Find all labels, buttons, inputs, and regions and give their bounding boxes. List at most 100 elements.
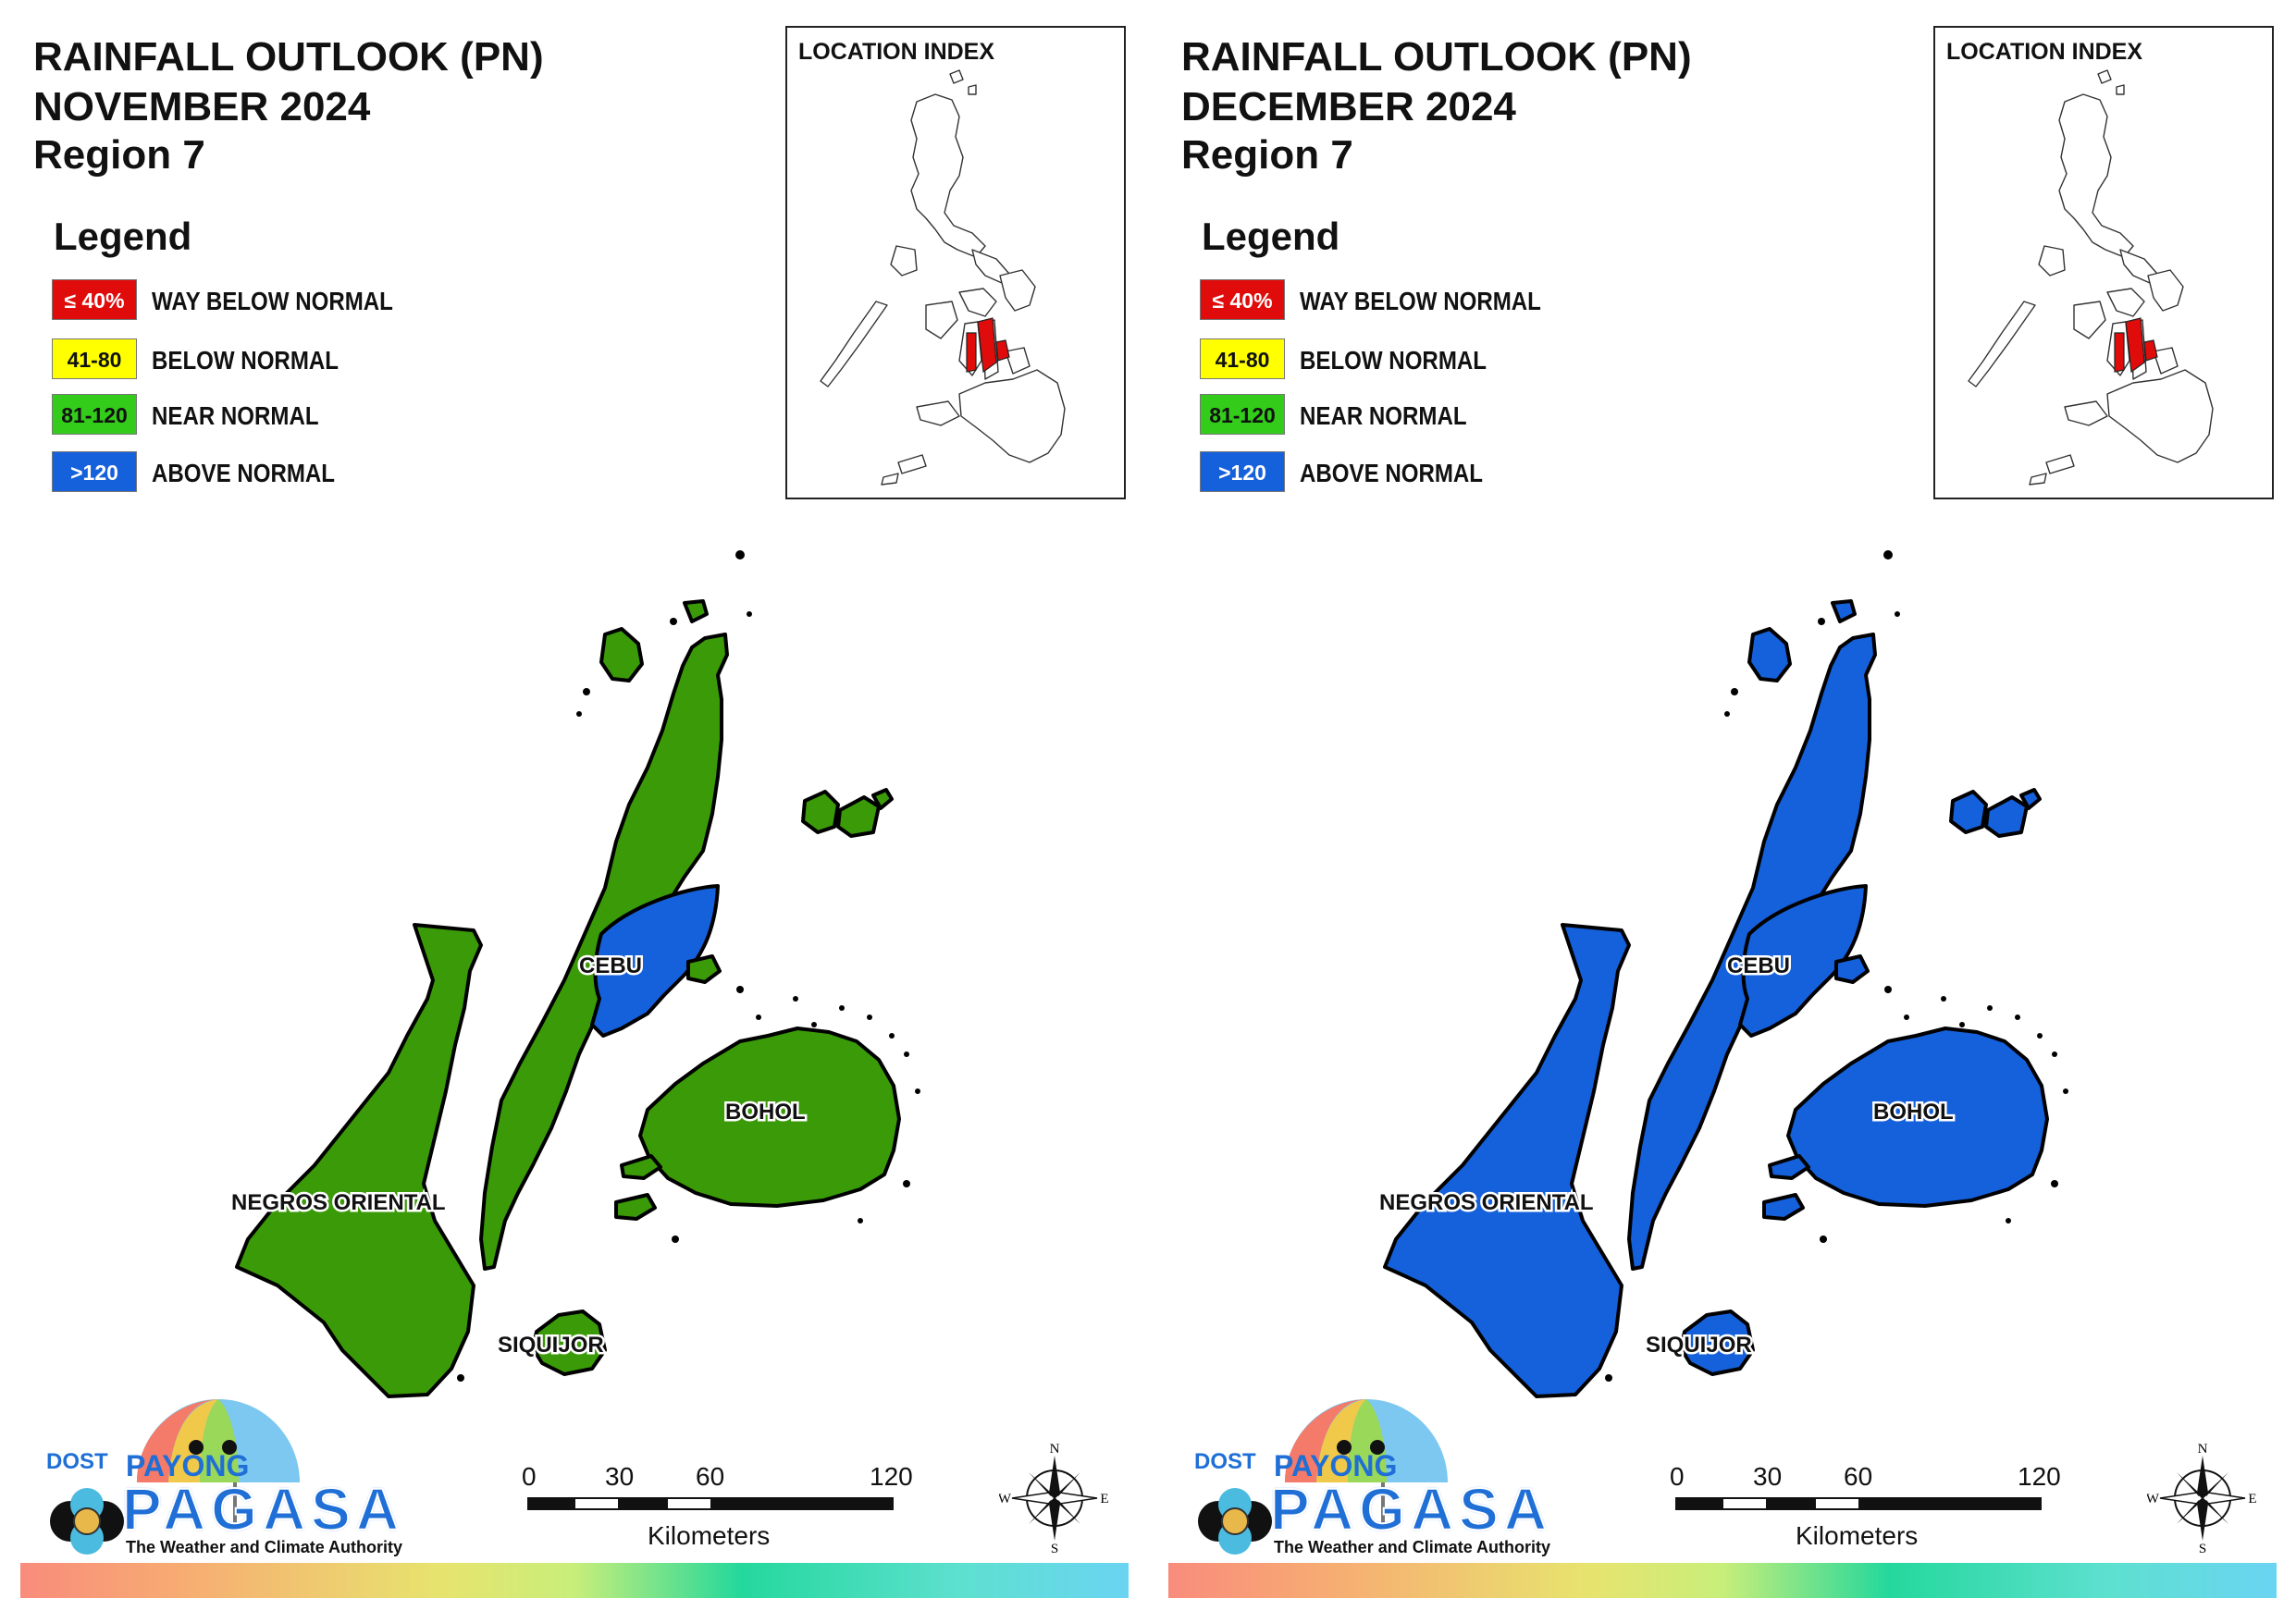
- color-strip: [20, 1563, 1129, 1598]
- north-islet: [683, 599, 709, 623]
- cebu-label: CEBU: [579, 953, 642, 978]
- negros-oriental-shape: [235, 923, 483, 1398]
- scale-tick: 0: [1670, 1462, 1685, 1491]
- compass-n: N: [1050, 1443, 1060, 1457]
- scale-tick: 120: [2018, 1462, 2061, 1491]
- legend-label: NEAR NORMAL: [152, 401, 319, 430]
- legend-label: ABOVE NORMAL: [152, 459, 336, 487]
- legend-label: BELOW NORMAL: [1300, 346, 1487, 375]
- bohol-islet: [614, 1193, 657, 1221]
- siquijor-shape: [1679, 1309, 1755, 1376]
- map-title-line1: RAINFALL OUTLOOK (PN): [33, 34, 544, 80]
- location-index-inset: LOCATION INDEX: [1933, 26, 2274, 499]
- camotes-islet: [1949, 790, 1988, 834]
- mactan-islet: [1834, 954, 1870, 984]
- negros-oriental-label: NEGROS ORIENTAL: [1379, 1190, 1594, 1215]
- camotes-islet: [871, 788, 894, 810]
- logo-pagasa-text: PAGASA: [1269, 1475, 1553, 1543]
- legend-swatch: 41-80: [52, 338, 137, 379]
- location-index-inset: LOCATION INDEX: [785, 26, 1126, 499]
- logo-tagline: The Weather and Climate Authority: [126, 1538, 403, 1556]
- cebu-east-patch: [1738, 884, 1868, 1038]
- region7-map: CEBU BOHOL NEGROS ORIENTAL SIQUIJOR: [1377, 550, 2068, 1398]
- camotes-islet: [2019, 788, 2042, 810]
- scale-segment: [712, 1497, 894, 1510]
- scale-tick: 0: [522, 1462, 537, 1491]
- legend-label: WAY BELOW NORMAL: [152, 287, 393, 315]
- map-title-region: Region 7: [1181, 132, 1353, 178]
- logo-tagline: The Weather and Climate Authority: [1274, 1538, 1551, 1556]
- siquijor-label: SIQUIJOR: [1646, 1333, 1752, 1358]
- bohol-shape: [638, 1027, 901, 1208]
- legend-swatch: 81-120: [52, 394, 137, 435]
- region7-highlight: [966, 317, 1010, 374]
- outlook-panel-december: RAINFALL OUTLOOK (PN) DECEMBER 2024 Regi…: [1148, 0, 2296, 1623]
- legend-swatch: >120: [1200, 451, 1285, 492]
- philippines-index-map: [1968, 69, 2214, 486]
- scale-segment: [1814, 1497, 1860, 1510]
- legend-title: Legend: [54, 215, 192, 258]
- pagasa-logo: DOST PAYONG PAGASA The Weather and Clima…: [33, 1392, 403, 1558]
- north-islet: [599, 627, 644, 682]
- camotes-islet: [836, 795, 881, 838]
- compass-s: S: [2199, 1542, 2206, 1554]
- camotes-islet: [1984, 795, 2029, 838]
- map-title-region: Region 7: [33, 132, 205, 178]
- color-strip: [1168, 1563, 2277, 1598]
- scale-segment: [1675, 1497, 1722, 1510]
- scattered-islets: [1605, 550, 2068, 1382]
- map-title-month: NOVEMBER 2024: [33, 84, 371, 129]
- scattered-islets: [457, 550, 920, 1382]
- scale-tick: 60: [696, 1462, 725, 1491]
- scale-segment: [1860, 1497, 2042, 1510]
- legend-label: WAY BELOW NORMAL: [1300, 287, 1541, 315]
- legend-swatch: 81-120: [1200, 394, 1285, 435]
- region7-map: CEBU BOHOL NEGROS ORIENTAL SIQUIJOR: [229, 550, 920, 1398]
- legend-label: BELOW NORMAL: [152, 346, 339, 375]
- north-islet: [1831, 599, 1857, 623]
- legend-swatch: >120: [52, 451, 137, 492]
- logo-payong-text: PAYONG: [126, 1449, 250, 1482]
- mactan-islet: [686, 954, 722, 984]
- cebu-east-patch: [590, 884, 720, 1038]
- bohol-islet: [620, 1154, 662, 1180]
- umbrella-mascot-icon: [50, 1399, 300, 1555]
- compass-e: E: [1100, 1492, 1108, 1506]
- logo-payong-text: PAYONG: [1274, 1449, 1398, 1482]
- legend-swatch: ≤ 40%: [52, 279, 137, 320]
- scale-bar: 0 30 60 120 Kilometers: [1670, 1457, 2064, 1558]
- bohol-shape: [1786, 1027, 2049, 1208]
- bohol-label: BOHOL: [725, 1100, 806, 1125]
- compass-w: W: [2147, 1492, 2160, 1506]
- north-islet: [1747, 627, 1792, 682]
- scale-segment: [666, 1497, 712, 1510]
- bohol-islet: [1762, 1193, 1805, 1221]
- map-title-month: DECEMBER 2024: [1181, 84, 1516, 129]
- negros-oriental-label: NEGROS ORIENTAL: [231, 1190, 446, 1215]
- logo-dost-text: DOST: [1194, 1449, 1256, 1474]
- pagasa-logo: DOST PAYONG PAGASA The Weather and Clima…: [1181, 1392, 1551, 1558]
- scale-segment: [527, 1497, 574, 1510]
- scale-tick: 30: [1753, 1462, 1783, 1491]
- siquijor-label: SIQUIJOR: [498, 1333, 604, 1358]
- compass-s: S: [1051, 1542, 1058, 1554]
- scale-segment: [1722, 1497, 1768, 1510]
- logo-pagasa-text: PAGASA: [121, 1475, 405, 1543]
- location-index-title: LOCATION INDEX: [798, 39, 995, 65]
- cebu-label: CEBU: [1727, 953, 1790, 978]
- scale-tick: 60: [1844, 1462, 1873, 1491]
- legend-label: ABOVE NORMAL: [1300, 459, 1484, 487]
- scale-unit-label: Kilometers: [1796, 1521, 1919, 1550]
- scale-segment: [574, 1497, 620, 1510]
- map-title-line1: RAINFALL OUTLOOK (PN): [1181, 34, 1692, 80]
- bohol-islet: [1768, 1154, 1810, 1180]
- legend-title: Legend: [1202, 215, 1340, 258]
- north-arrow: N S W E: [2146, 1442, 2258, 1556]
- north-arrow: N S W E: [998, 1442, 1110, 1556]
- legend-label: NEAR NORMAL: [1300, 401, 1467, 430]
- scale-tick: 120: [870, 1462, 913, 1491]
- legend-swatch: ≤ 40%: [1200, 279, 1285, 320]
- compass-e: E: [2248, 1492, 2256, 1506]
- philippines-index-map: [820, 69, 1066, 486]
- scale-unit-label: Kilometers: [648, 1521, 771, 1550]
